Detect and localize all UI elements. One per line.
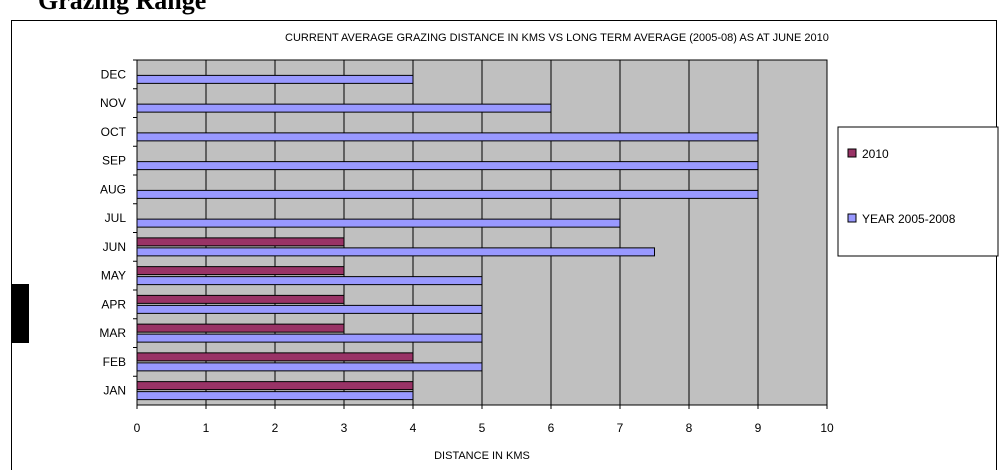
bars (136, 74, 759, 401)
bar-year-2005-2008-jul (136, 218, 621, 228)
bar-year-2005-2008-sep (136, 161, 759, 171)
legend-swatch (847, 148, 857, 158)
y-tick-label: FEB (103, 355, 126, 369)
bar-year-2005-2008-feb (136, 362, 483, 372)
bar-year-2005-2008-nov (136, 103, 552, 113)
x-tick-label: 6 (548, 421, 555, 435)
bar-year-2005-2008-oct (136, 132, 759, 142)
x-axis-label: DISTANCE IN KMS (434, 450, 530, 462)
y-tick-label: APR (101, 297, 126, 311)
y-tick-label: SEP (102, 154, 126, 168)
y-tick-label: OCT (101, 125, 127, 139)
y-tick-label: MAR (99, 326, 126, 340)
bar-year-2005-2008-mar (136, 333, 483, 343)
x-tick-label: 4 (410, 421, 417, 435)
legend-box (837, 126, 999, 257)
bar-year-2005-2008-may (136, 276, 483, 286)
x-tick-label: 2 (272, 421, 279, 435)
y-tick-label: JUL (105, 211, 127, 225)
bar-year-2005-2008-aug (136, 189, 759, 199)
bar-year-2005-2008-dec (136, 74, 414, 84)
x-tick-label: 5 (479, 421, 486, 435)
page-heading: Grazing Range (38, 0, 207, 15)
x-tick-label: 8 (686, 421, 693, 435)
x-tick-label: 0 (134, 421, 141, 435)
bar-year-2005-2008-jan (136, 391, 414, 401)
y-tick-label: JUN (103, 240, 126, 254)
x-tick-labels: 0 1 2 3 4 5 6 7 8 9 10 (134, 421, 834, 435)
x-tick-label: 1 (203, 421, 210, 435)
legend: 2010 YEAR 2005-2008 (837, 126, 999, 257)
y-tick-label: NOV (100, 96, 126, 110)
chart-title: CURRENT AVERAGE GRAZING DISTANCE IN KMS … (285, 32, 829, 44)
bar-year-2005-2008-apr (136, 304, 483, 314)
bar-year-2005-2008-jun (136, 247, 655, 257)
x-tick-label: 7 (617, 421, 624, 435)
x-tick-label: 9 (755, 421, 762, 435)
y-tick-label: JAN (103, 384, 126, 398)
y-tick-label: MAY (101, 269, 126, 283)
legend-swatch (847, 213, 857, 223)
y-tick-labels: JAN FEB MAR APR MAY JUN JUL AUG SEP OCT NOV DEC (99, 67, 126, 397)
bar-2010-jan (136, 381, 414, 391)
side-marker (12, 284, 29, 343)
y-tick-label: AUG (100, 182, 126, 196)
bar-2010-mar (136, 323, 345, 333)
x-tick-label: 10 (820, 421, 834, 435)
y-tick-label: DEC (101, 67, 127, 81)
legend-label: YEAR 2005-2008 (862, 212, 956, 226)
grid-lines (133, 59, 828, 409)
bar-2010-may (136, 266, 345, 276)
legend-label: 2010 (862, 147, 889, 161)
bar-2010-feb (136, 352, 414, 362)
bar-2010-jun (136, 237, 345, 247)
x-tick-label: 3 (341, 421, 348, 435)
bar-2010-apr (136, 294, 345, 304)
